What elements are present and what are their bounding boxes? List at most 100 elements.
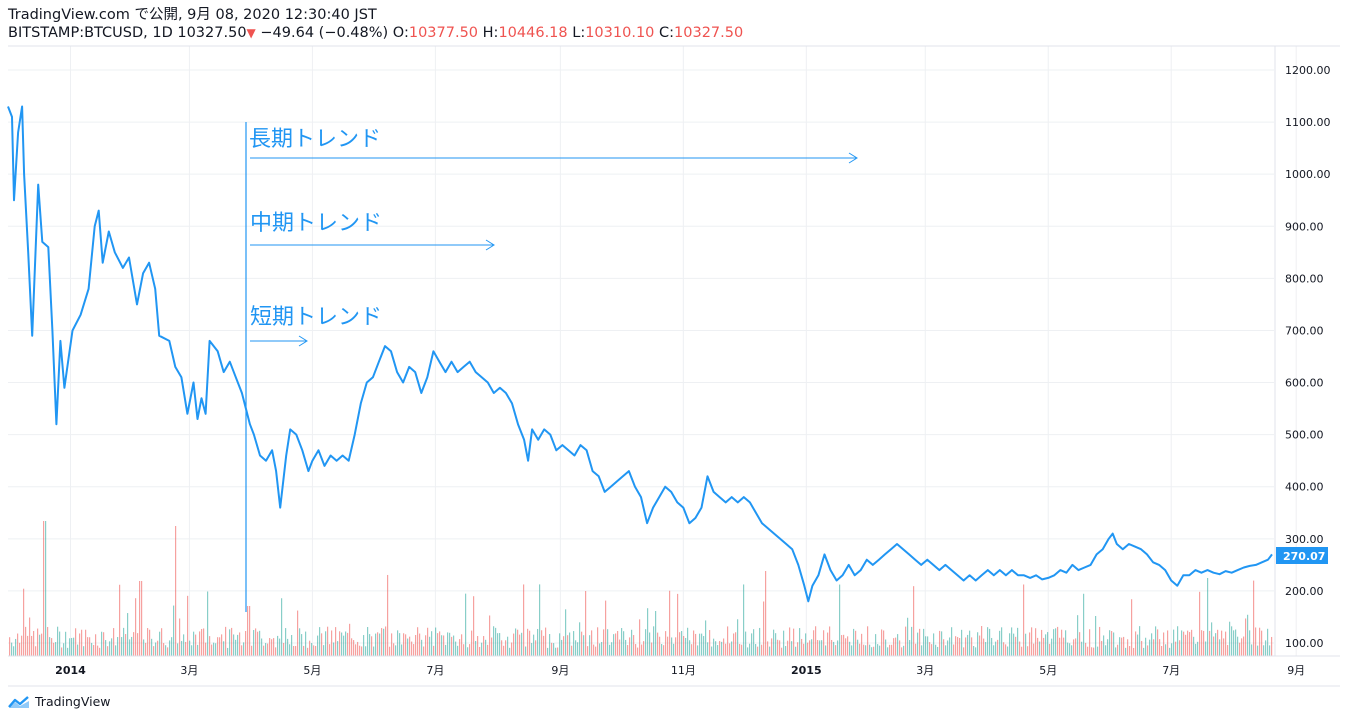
volume-bar: [879, 645, 881, 656]
volume-bar: [679, 632, 681, 656]
volume-bar: [817, 640, 819, 656]
volume-bar: [1155, 626, 1157, 656]
volume-bar: [193, 631, 195, 656]
volume-bar: [355, 644, 357, 656]
volume-bar: [831, 639, 833, 656]
volume-bar: [993, 645, 995, 656]
volume-bar: [819, 640, 821, 656]
volume-bar: [341, 632, 343, 656]
volume-bar: [425, 635, 427, 656]
volume-bar: [373, 646, 375, 656]
volume-bar: [295, 646, 297, 656]
volume-bar: [203, 628, 205, 656]
volume-bar: [1119, 637, 1121, 656]
volume-bar: [893, 638, 895, 656]
volume-bar: [621, 628, 623, 656]
volume-bar: [133, 632, 135, 656]
volume-bar: [211, 644, 213, 656]
publish-line: TradingView.com で公開, 9月 08, 2020 12:30:4…: [8, 7, 377, 23]
volume-bar: [127, 613, 129, 656]
volume-bar: [1115, 647, 1117, 656]
volume-bar: [251, 645, 253, 656]
volume-bar: [667, 636, 669, 656]
volume-bar: [505, 640, 507, 656]
volume-bar: [939, 630, 941, 656]
volume-bar: [525, 646, 527, 656]
price-tick-label: 900.00: [1285, 220, 1324, 233]
volume-bar: [457, 645, 459, 656]
chart-header: TradingView.com で公開, 9月 08, 2020 12:30:4…: [8, 6, 743, 42]
volume-bar: [633, 635, 635, 656]
volume-bar: [271, 639, 273, 656]
volume-bar: [815, 626, 817, 656]
volume-bar: [989, 628, 991, 656]
volume-bar: [1227, 645, 1229, 656]
volume-bar: [859, 643, 861, 656]
volume-bar: [1191, 629, 1193, 656]
volume-bar: [721, 641, 723, 656]
volume-bar: [923, 628, 925, 656]
volume-bar: [317, 635, 319, 656]
volume-bar: [1203, 630, 1205, 656]
volume-bar: [1253, 580, 1255, 656]
volume-bar: [709, 630, 711, 656]
volume-bar: [849, 641, 851, 656]
volume-bar: [53, 642, 55, 656]
volume-bar: [773, 629, 775, 656]
volume-bar: [477, 636, 479, 656]
volume-bar: [255, 628, 257, 656]
volume-bar: [671, 637, 673, 656]
footer-brand[interactable]: TradingView: [35, 694, 111, 709]
time-axis[interactable]: 2014 3月 5月 7月 9月 11月 2015 3月 5月 7月 9月: [55, 664, 1305, 677]
price-tick-label: 1000.00: [1285, 168, 1331, 181]
volume-bar: [1027, 646, 1029, 656]
volume-bar: [431, 631, 433, 656]
volume-bar: [1137, 634, 1139, 656]
volume-bar: [175, 526, 177, 656]
volume-bar: [835, 645, 837, 656]
volume-bar: [775, 633, 777, 656]
volume-bar: [97, 645, 99, 656]
volume-bar: [191, 645, 193, 656]
volume-bar: [199, 631, 201, 656]
volume-bar: [419, 633, 421, 656]
volume-bar: [659, 636, 661, 656]
volume-bar: [559, 633, 561, 656]
volume-bar: [453, 635, 455, 656]
volume-bar: [541, 630, 543, 656]
price-tick-label: 400.00: [1285, 481, 1324, 494]
volume-bar: [1229, 621, 1231, 656]
volume-bar: [607, 629, 609, 656]
volume-bar: [701, 633, 703, 656]
volume-bar: [1171, 643, 1173, 656]
volume-bar: [829, 626, 831, 656]
volume-bar: [919, 628, 921, 656]
last-price: 10327.50: [177, 25, 247, 41]
volume-bar: [461, 634, 463, 656]
volume-bar: [1135, 631, 1137, 656]
volume-bar: [395, 645, 397, 656]
volume-bar: [979, 635, 981, 656]
volume-bar: [851, 645, 853, 656]
time-tick-label: 7月: [426, 664, 444, 677]
volume-bar: [169, 640, 171, 656]
price-series-line[interactable]: [7, 105, 1273, 603]
volume-bar: [99, 647, 101, 656]
volume-bar: [359, 645, 361, 656]
volume-bar: [731, 641, 733, 656]
open-value: 10377.50: [408, 25, 479, 41]
volume-bar: [643, 641, 645, 656]
volume-bar: [1157, 629, 1159, 656]
volume-bar: [469, 644, 471, 656]
tradingview-logo-icon[interactable]: [8, 695, 30, 709]
volume-bar: [1265, 640, 1267, 656]
volume-bar: [695, 633, 697, 656]
volume-bar: [69, 638, 71, 656]
volume-bar: [19, 642, 21, 656]
volume-bar: [1085, 642, 1087, 656]
volume-bar: [123, 627, 125, 656]
price-axis[interactable]: 1200.00 1100.00 1000.00 900.00 800.00 700.00 6…: [1285, 64, 1331, 650]
volume-bar: [187, 595, 189, 656]
volume-bar: [699, 633, 701, 656]
